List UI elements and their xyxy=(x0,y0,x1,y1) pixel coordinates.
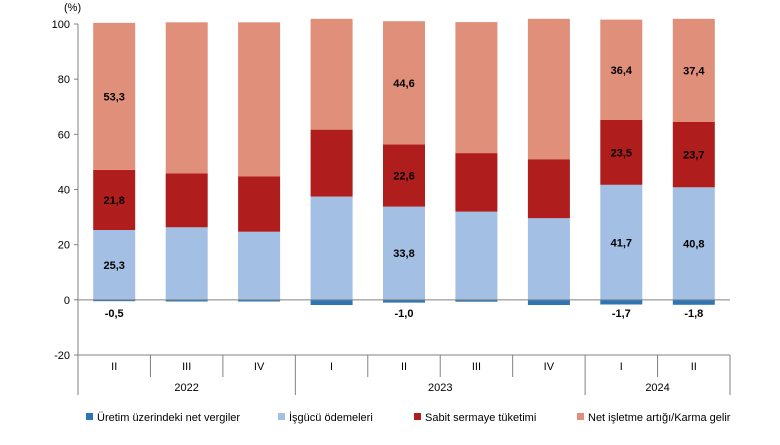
category-label: II xyxy=(691,361,697,373)
data-label: 40,8 xyxy=(683,239,704,251)
legend-label: Sabit sermaye tüketimi xyxy=(425,412,536,424)
legend-swatch xyxy=(86,413,93,420)
data-label: 23,7 xyxy=(683,150,704,162)
data-label: 36,4 xyxy=(611,65,633,77)
legend-label: Üretim üzerindeki net vergiler xyxy=(97,412,240,424)
bar-segment xyxy=(238,176,281,232)
bar-segment xyxy=(383,21,425,145)
bar-segment xyxy=(672,299,715,305)
year-label: 2022 xyxy=(174,382,198,394)
legend-swatch xyxy=(577,413,584,420)
data-label: 44,6 xyxy=(393,78,414,90)
category-label: III xyxy=(472,361,481,373)
bar-segment xyxy=(672,121,715,188)
bar-segment xyxy=(455,211,498,300)
bar-segment xyxy=(238,231,281,300)
bar-segment xyxy=(455,299,498,302)
bar-segment xyxy=(383,206,425,300)
y-tick-label: 40 xyxy=(58,185,70,197)
year-label: 2024 xyxy=(645,382,669,394)
category-label: I xyxy=(620,361,623,373)
legend: Üretim üzerindeki net vergiler İşgücü öde… xyxy=(86,411,731,424)
bar-segment xyxy=(93,169,136,230)
bar-segment xyxy=(238,22,281,177)
bar-segment xyxy=(310,299,353,305)
data-label: 25,3 xyxy=(103,260,124,272)
bar-segment xyxy=(600,299,643,305)
data-label: 22,6 xyxy=(393,170,414,182)
bar-segment xyxy=(527,299,570,305)
y-tick-label: 0 xyxy=(64,295,70,307)
bar-segment xyxy=(455,22,498,154)
bars-group xyxy=(93,18,715,305)
data-labels-group: -0,5 25,3 21,8 53,3 -1,0 33,8 22,6 44,6 -1,7 41,7… xyxy=(103,65,705,320)
data-label: 33,8 xyxy=(393,248,414,260)
bar-segment xyxy=(383,144,425,207)
y-tick-label: 100 xyxy=(52,19,70,31)
y-tick-label: -20 xyxy=(54,350,70,362)
category-label: IV xyxy=(254,361,265,373)
data-label: 53,3 xyxy=(103,91,124,103)
bar-segment xyxy=(672,187,715,300)
legend-label: Net işletme artığı/Karma gelir xyxy=(588,412,731,424)
legend-swatch xyxy=(414,413,421,420)
bar-segment xyxy=(165,22,208,174)
bar-segment xyxy=(383,299,425,303)
category-label: IV xyxy=(544,361,555,373)
legend-label: İşgücü ödemeleri xyxy=(289,411,373,424)
category-label: III xyxy=(182,361,191,373)
bar-segment xyxy=(310,196,353,300)
data-label: -0,5 xyxy=(105,308,124,320)
bar-segment xyxy=(310,129,353,197)
y-tick-label: 20 xyxy=(58,240,70,252)
bar-segment xyxy=(672,18,715,122)
y-tick-label: 80 xyxy=(58,74,70,86)
data-label: -1,0 xyxy=(395,308,414,320)
bar-segment xyxy=(600,19,643,121)
category-label: II xyxy=(111,361,117,373)
data-label: -1,7 xyxy=(612,308,631,320)
bar-segment xyxy=(310,18,353,130)
bar-segment xyxy=(527,159,570,219)
bar-segment xyxy=(93,230,136,300)
bar-segment xyxy=(527,18,570,160)
data-label: 37,4 xyxy=(683,65,705,77)
bar-segment xyxy=(93,299,136,302)
bar-segment xyxy=(600,120,643,185)
category-label: II xyxy=(401,361,407,373)
data-label: -1,8 xyxy=(684,308,703,320)
bar-segment xyxy=(527,218,570,300)
bar-segment xyxy=(455,153,498,212)
bar-segment xyxy=(238,299,281,302)
bar-segment xyxy=(165,227,208,300)
year-label: 2023 xyxy=(428,382,452,394)
data-label: 23,5 xyxy=(611,147,632,159)
bar-segment xyxy=(165,173,208,228)
unit-label: (%) xyxy=(64,2,81,14)
bar-segment xyxy=(93,22,136,170)
bar-segment xyxy=(600,184,643,300)
y-tick-label: 60 xyxy=(58,129,70,141)
data-label: 41,7 xyxy=(611,237,632,249)
legend-swatch xyxy=(278,413,285,420)
bar-segment xyxy=(165,299,208,302)
data-label: 21,8 xyxy=(103,195,124,207)
category-label: I xyxy=(330,361,333,373)
